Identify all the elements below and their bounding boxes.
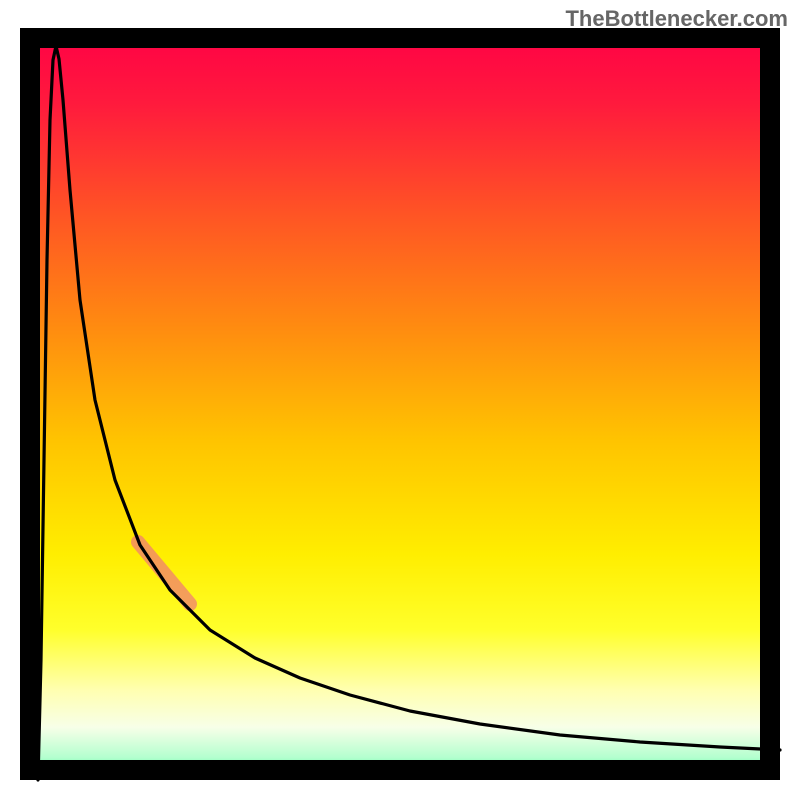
bottleneck-chart — [0, 0, 800, 800]
watermark: TheBottlenecker.com — [565, 6, 788, 32]
gradient-background — [20, 28, 780, 780]
chart-container: TheBottlenecker.com — [0, 0, 800, 800]
